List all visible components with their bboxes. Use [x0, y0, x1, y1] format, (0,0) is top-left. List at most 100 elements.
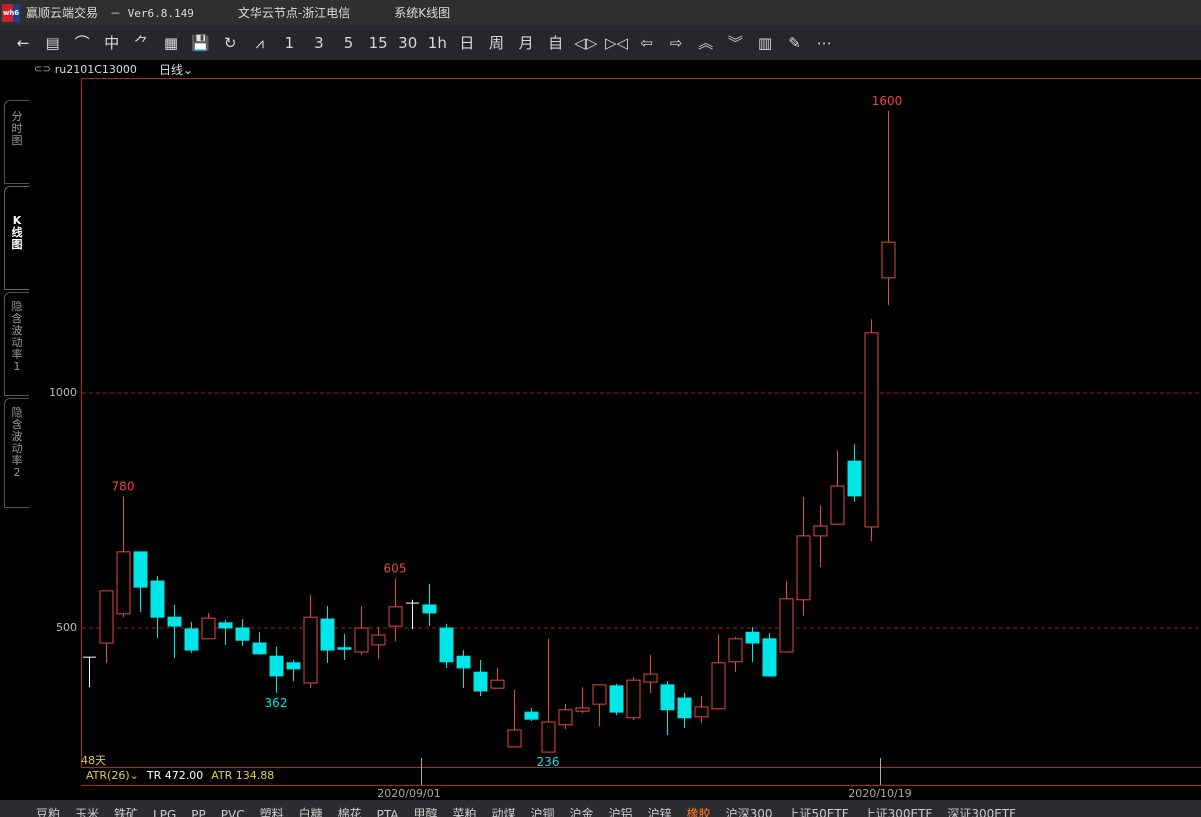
candle-body [235, 627, 250, 641]
indicator-select[interactable]: ATR(26)⌄ [86, 769, 139, 782]
bottom-tab[interactable]: 橡胶 [686, 807, 711, 817]
candle-body [507, 729, 522, 748]
refresh-icon[interactable]: ↻ [223, 33, 237, 52]
link-icon[interactable]: ⊂⊃ [34, 63, 51, 75]
save-icon[interactable]: 💾 [191, 33, 210, 52]
chevron-down-icon: ⌄ [129, 769, 139, 782]
toolbar-period-month[interactable]: 月 [518, 34, 534, 52]
toolbar-period-1[interactable]: 1 [284, 33, 295, 52]
candle-body [320, 618, 335, 651]
bottom-tab-bar: 豆粕 玉米 铁矿 LPG PP PVC 塑料 白糖 棉花 PTA 甲醇 菜粕 动煤 沪铜 沪金 沪铝 沪锌 橡胶 沪… [0, 800, 1201, 817]
bottom-tab[interactable]: 沪锌 [647, 807, 672, 817]
bottom-tab[interactable]: 玉米 [75, 807, 100, 817]
draw-tool-icon[interactable]: ⺈ [133, 34, 149, 52]
bottom-tab[interactable]: 沪金 [569, 807, 594, 817]
indicator-row: ATR(26)⌄ TR 472.00 ATR 134.88 [86, 769, 274, 782]
atr-value: ATR 134.88 [211, 769, 275, 782]
extreme-label: 236 [537, 755, 560, 769]
bottom-tab[interactable]: PTA [376, 808, 399, 817]
bottom-tab[interactable]: 棉花 [337, 807, 362, 817]
bottom-tab[interactable]: 沪深300 [725, 807, 773, 817]
candle-body [269, 655, 284, 677]
bottom-tab[interactable]: 上证50ETF [787, 807, 849, 817]
candle-body [830, 485, 845, 525]
indicator-icon[interactable]: ⩘ [255, 33, 264, 52]
tab-char: 隐 [11, 406, 23, 419]
period-dropdown[interactable]: 日线⌄ [159, 61, 193, 78]
back-arrow-icon[interactable]: ← [16, 33, 30, 52]
list-icon[interactable]: ▤ [45, 33, 60, 52]
tab-char: 1 [13, 360, 21, 373]
tab-char: 动 [11, 336, 23, 349]
tab-char: 率 [11, 348, 23, 361]
toolbar-period-5[interactable]: 5 [343, 33, 354, 52]
toolbar-period-30[interactable]: 30 [398, 33, 418, 52]
x-tick-label: 2020/10/19 [848, 787, 912, 800]
tab-char: 波 [11, 430, 23, 443]
symbol-code: ru2101C13000 [54, 62, 137, 76]
candlestick-icon[interactable]: 中 [104, 34, 120, 52]
bottom-tab[interactable]: 白糖 [298, 807, 323, 817]
candle-body [303, 616, 318, 684]
bottom-tab[interactable]: 沪铝 [608, 807, 633, 817]
down-icon[interactable]: ︾ [727, 34, 743, 52]
toolbar-period-3[interactable]: 3 [314, 33, 324, 52]
toolbar-period-1h[interactable]: 1h [427, 33, 447, 52]
toolbar: ← ▤ ⌒ 中⺈ ▦ 💾 ↻ ⩘ 1 3 5 15 30 1h 日周月自 ◁▷ ▷◁ ⇦ ⇨ ︽ ︾ ▥ ✎ ⋯ [0, 25, 1201, 60]
candlestick-chart[interactable]: 780 362 605 236 1600 [0, 0, 1201, 800]
y-tick-label: 500 [56, 621, 77, 634]
toolbar-period-day[interactable]: 日 [459, 34, 475, 52]
grid-icon[interactable]: ▦ [163, 33, 179, 52]
toolbar-period-custom[interactable]: 自 [548, 34, 564, 52]
bottom-tab[interactable]: PVC [220, 808, 245, 817]
candle-body [677, 697, 692, 719]
more-icon[interactable]: ⋯ [816, 33, 832, 52]
candle-body [762, 638, 777, 677]
candle-body [711, 662, 726, 710]
pen-icon[interactable]: ✎ [788, 33, 801, 52]
bottom-tab[interactable]: LPG [153, 808, 177, 817]
candle-body [354, 627, 369, 653]
candle-body [592, 684, 607, 705]
server-node: 文华云节点-浙江电信 [237, 6, 351, 20]
bottom-tab[interactable]: 上证300ETF [863, 807, 933, 817]
candle-body [422, 604, 437, 614]
bottom-tab[interactable]: 塑料 [259, 807, 284, 817]
bottom-tab[interactable]: 深证300ETF [947, 807, 1017, 817]
candle-body [473, 671, 488, 692]
candle-body [609, 685, 624, 713]
bottom-tab[interactable]: 沪铜 [530, 807, 555, 817]
bottom-tab[interactable]: 甲醇 [413, 807, 438, 817]
candle-body [456, 655, 471, 669]
bottom-tab[interactable]: PP [191, 808, 206, 817]
candle-body [150, 580, 165, 618]
left-tab-1[interactable]: 分时图 [4, 100, 29, 184]
app-logo: wh6 [2, 3, 20, 22]
tr-value: TR 472.00 [146, 769, 204, 782]
bottom-tab[interactable]: 铁矿 [114, 807, 139, 817]
bottom-tab[interactable]: 动煤 [491, 807, 516, 817]
candle-body [575, 707, 590, 712]
expand-icon[interactable]: ◁▷ [574, 33, 598, 52]
bottom-tab[interactable]: 菜粕 [452, 807, 477, 817]
line-chart-icon[interactable]: ⌒ [74, 34, 90, 52]
extreme-label: 362 [265, 696, 288, 710]
candle-body [133, 551, 148, 588]
toolbar-period-15[interactable]: 15 [368, 33, 388, 52]
up-icon[interactable]: ︽ [698, 34, 714, 52]
candle-body [694, 706, 709, 718]
layout-icon[interactable]: ▥ [757, 33, 773, 52]
candle-body [99, 590, 114, 644]
right-icon[interactable]: ⇨ [669, 33, 683, 52]
candle-body [541, 721, 556, 753]
shrink-icon[interactable]: ▷◁ [604, 33, 629, 52]
candle-body [524, 711, 539, 720]
toolbar-period-week[interactable]: 周 [488, 34, 504, 52]
bottom-tab[interactable]: 豆粕 [36, 807, 61, 817]
candle-body [490, 679, 505, 689]
extreme-label: 605 [384, 562, 407, 576]
left-icon[interactable]: ⇦ [640, 33, 653, 52]
